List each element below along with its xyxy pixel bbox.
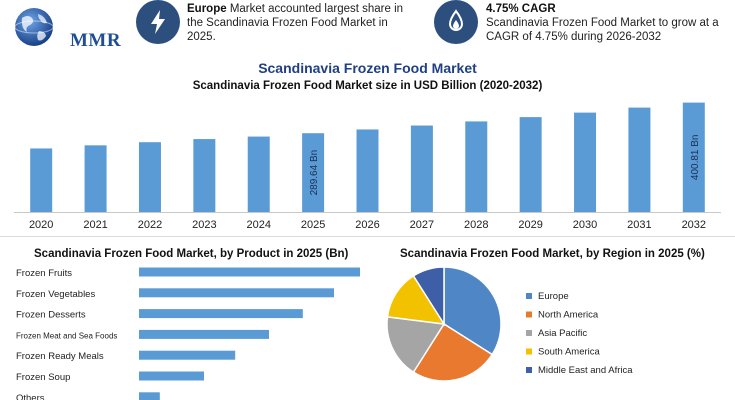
globe-icon <box>14 8 54 46</box>
x-tick-label: 2022 <box>138 219 162 231</box>
info-cagr: 4.75% CAGR Scandinavia Frozen Food Marke… <box>486 2 726 44</box>
legend-swatch <box>526 367 532 373</box>
bar-2023 <box>193 139 216 212</box>
logo: MMR <box>12 4 121 51</box>
x-tick-label: 2025 <box>301 219 325 231</box>
x-tick-label: 2030 <box>573 219 597 231</box>
region-chart-title: Scandinavia Frozen Food Market, by Regio… <box>400 248 705 260</box>
x-tick-label: 2029 <box>518 219 542 231</box>
legend-label: Middle East and Africa <box>538 365 633 376</box>
section-divider <box>0 236 735 237</box>
x-tick-label: 2026 <box>355 219 379 231</box>
page-title: Scandinavia Frozen Food Market <box>258 60 477 76</box>
info-cagr-bold: 4.75% CAGR <box>486 3 556 15</box>
info-europe: Europe Market accounted largest share in… <box>187 2 409 44</box>
legend-label: Europe <box>538 291 569 302</box>
pie-slice-1 <box>412 322 494 382</box>
product-bar-chart: Frozen Fruits Frozen Vegetables Frozen Des… <box>16 267 360 400</box>
hbar-0 <box>139 267 360 277</box>
hbar-6 <box>139 392 160 400</box>
x-tick-label: 2023 <box>192 219 216 231</box>
logo-text: MMR <box>70 30 122 51</box>
bar-2032 <box>682 102 705 212</box>
data-label: 400.81 Bn <box>690 134 701 180</box>
product-chart-title: Scandinavia Frozen Food Market, by Produ… <box>34 248 349 260</box>
info-europe-bold: Europe <box>187 3 227 15</box>
bar-2030 <box>574 112 597 212</box>
legend-swatch <box>526 293 532 299</box>
header-bar: MMR Europe Market accounted largest shar… <box>0 0 735 52</box>
category-label: Frozen Vegetables <box>16 289 95 300</box>
legend-label: South America <box>538 347 600 358</box>
info-cagr-text: Scandinavia Frozen Food Market to grow a… <box>486 17 719 43</box>
bar-2022 <box>138 142 161 212</box>
x-tick-label: 2028 <box>464 219 488 231</box>
hbar-1 <box>139 288 334 298</box>
market-size-bar-chart: 2020 2021 2022 2023 2024 2025 289.64 Bn 2026 202… <box>14 102 721 231</box>
category-label: Frozen Meat and Sea Foods <box>16 331 117 340</box>
bar-2020 <box>30 148 53 212</box>
bar-2028 <box>465 121 488 212</box>
lightning-icon <box>136 0 180 44</box>
category-label: Others <box>16 393 45 400</box>
bar-chart-title: Scandinavia Frozen Food Market size in U… <box>192 80 543 92</box>
legend-swatch <box>526 330 532 336</box>
hbar-2 <box>139 309 303 319</box>
category-label: Frozen Ready Meals <box>16 351 104 362</box>
data-label: 289.64 Bn <box>309 150 320 196</box>
info-europe-text: Market accounted largest share in the Sc… <box>187 3 404 43</box>
hbar-4 <box>139 350 236 360</box>
x-tick-label: 2024 <box>246 219 270 231</box>
hbar-3 <box>139 329 269 339</box>
pie-slice-4 <box>412 266 445 327</box>
bar-2024 <box>247 136 270 212</box>
bar-2026 <box>356 129 379 212</box>
pie-slice-2 <box>386 316 446 374</box>
category-label: Frozen Soup <box>16 372 70 383</box>
legend-label: Asia Pacific <box>538 328 587 339</box>
hbar-5 <box>139 371 204 381</box>
x-tick-label: 2032 <box>682 219 706 231</box>
legend-swatch <box>526 311 532 318</box>
x-tick-label: 2027 <box>410 219 434 231</box>
category-label: Frozen Fruits <box>16 268 72 279</box>
bar-2031 <box>628 107 651 212</box>
bar-2027 <box>410 125 433 212</box>
category-label: Frozen Desserts <box>16 310 86 321</box>
bar-2021 <box>84 145 107 212</box>
bar-2025 <box>302 133 325 212</box>
x-tick-label: 2021 <box>83 219 107 231</box>
flame-icon <box>434 0 478 44</box>
bar-2029 <box>519 117 542 212</box>
legend-swatch <box>526 348 532 355</box>
legend-label: North America <box>538 310 599 321</box>
x-tick-label: 2031 <box>627 219 651 231</box>
region-pie-chart: Europe North America Asia Pacific South Ame… <box>386 266 633 382</box>
x-tick-label: 2020 <box>29 219 53 231</box>
